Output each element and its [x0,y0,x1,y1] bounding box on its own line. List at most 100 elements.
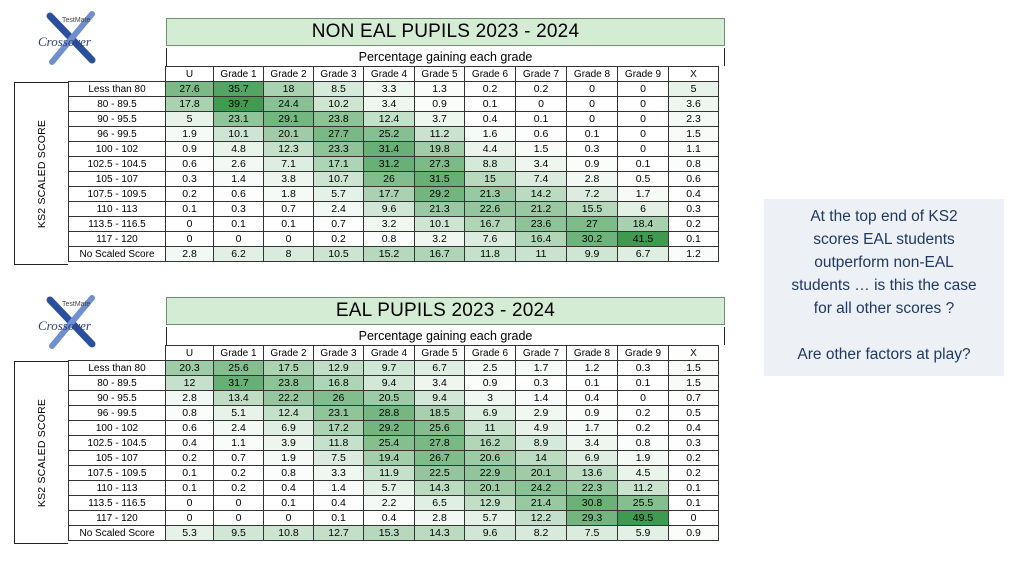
grade-cell: 18 [263,81,314,97]
grade-cell: 10.7 [313,171,364,187]
grade-cell: 0.3 [213,201,264,217]
column-header: Grade 1 [213,66,264,82]
non-eal-subtitle: Percentage gaining each grade [166,48,725,66]
grade-cell: 31.5 [414,171,465,187]
side-label-text: KS2 SCALED SCORE [35,398,48,507]
grade-cell: 0.4 [165,435,214,451]
non-eal-title: NON EAL PUPILS 2023 - 2024 [166,18,725,46]
grade-cell: 31.7 [213,375,264,391]
table-row: 107.5 - 109.5 0.2 0.6 1.8 5.7 17.7 29.2 21.3 14.… [68,186,719,202]
grade-cell: 8.5 [313,81,364,97]
row-label: 107.5 - 109.5 [68,465,166,481]
grade-cell: 18.5 [414,405,465,421]
column-header: Grade 4 [363,345,415,361]
grade-cell: 5.1 [213,405,264,421]
grade-cell: 0.1 [617,375,669,391]
grade-cell: 2.6 [213,156,264,172]
grade-cell: 26 [313,390,364,406]
grade-cell: 12.3 [263,141,314,157]
grade-cell: 25.6 [414,420,465,436]
grade-cell: 16.4 [515,231,567,247]
grade-cell: 29.2 [414,186,465,202]
grade-cell: 0.3 [515,375,567,391]
grade-cell: 17.1 [313,156,364,172]
grade-cell: 0.8 [165,405,214,421]
grade-cell: 21.3 [414,201,465,217]
table-row: 107.5 - 109.5 0.1 0.2 0.8 3.3 11.9 22.5 22.9 20.… [68,465,719,481]
grade-cell: 0 [668,510,719,526]
header-corner [68,66,166,82]
grade-cell: 3.4 [414,375,465,391]
grade-cell: 6.7 [414,360,465,376]
grade-cell: 3.4 [515,156,567,172]
row-label: 113.5 - 116.5 [68,495,166,511]
grade-cell: 2.8 [414,510,465,526]
grade-cell: 0.3 [668,435,719,451]
column-header: Grade 5 [414,66,465,82]
grade-cell: 1.4 [313,480,364,496]
grade-cell: 1.5 [668,126,719,142]
grade-cell: 0.2 [313,231,364,247]
grade-cell: 9.9 [566,246,618,262]
grade-cell: 2.5 [464,360,516,376]
grade-cell: 5 [165,111,214,127]
grade-cell: 2.8 [165,390,214,406]
commentary-line: outperform non-EAL [814,254,954,271]
grade-cell: 22.3 [566,480,618,496]
grade-cell: 17.7 [363,186,415,202]
grade-cell: 0.1 [668,480,719,496]
commentary-line: At the top end of KS2 [810,208,958,225]
crossover-logo-graphic: TestMate Crossover [38,11,96,65]
table-row: 100 - 102 0.6 2.4 6.9 17.2 29.2 25.6 11 4.9 1.7 0.… [68,420,719,436]
table-row: 102.5 - 104.5 0.6 2.6 7.1 17.1 31.2 27.3 8.8 3.4… [68,156,719,172]
grade-cell: 1.1 [668,141,719,157]
grade-cell: 11.2 [414,126,465,142]
grade-cell: 6.9 [464,405,516,421]
grade-cell: 6.9 [566,450,618,466]
grade-cell: 0.3 [668,201,719,217]
grade-cell: 0.1 [263,216,314,232]
row-label: 105 - 107 [68,450,166,466]
grade-cell: 15.2 [363,246,415,262]
grade-cell: 7.5 [313,450,364,466]
grade-cell: 2.8 [566,171,618,187]
grade-cell: 3.9 [263,435,314,451]
grade-cell: 1.8 [263,186,314,202]
grade-cell: 8.9 [515,435,567,451]
grade-cell: 7.5 [566,525,618,541]
grade-cell: 0.2 [617,420,669,436]
grade-cell: 14 [515,450,567,466]
grade-cell: 22.6 [464,201,516,217]
grade-cell: 10.5 [313,246,364,262]
row-label: 105 - 107 [68,171,166,187]
row-label: No Scaled Score [68,246,166,262]
grade-cell: 0.9 [464,375,516,391]
crossover-logo-graphic: TestMate Crossover [38,295,96,349]
grade-cell: 0 [263,510,314,526]
grade-cell: 23.3 [313,141,364,157]
column-header: Grade 2 [263,345,314,361]
grade-cell: 0 [515,96,567,112]
grade-cell: 5.3 [165,525,214,541]
grade-cell: 1.7 [617,186,669,202]
table-row: Less than 80 20.3 25.6 17.5 12.9 9.7 6.7 2.5 1.7… [68,360,719,376]
grade-cell: 20.5 [363,390,415,406]
grade-cell: 5.7 [464,510,516,526]
eal-grade-table: U Grade 1 Grade 2 Grade 3 Grade 4 Grade 5 Grad… [68,345,719,541]
grade-cell: 0.2 [464,81,516,97]
grade-cell: 0.7 [213,450,264,466]
column-header: Grade 7 [515,66,567,82]
grade-cell: 31.4 [363,141,415,157]
grade-cell: 0.4 [668,186,719,202]
commentary-line: students … is this the case [791,277,977,294]
grade-cell: 0.9 [165,141,214,157]
table-row: 117 - 120 0 0 0 0.2 0.8 3.2 7.6 16.4 30.2 41.5 0.1 [68,231,719,247]
column-header: Grade 9 [617,66,669,82]
logo-text: Crossover [38,318,92,333]
grade-cell: 5.7 [313,186,364,202]
grade-cell: 0.2 [165,186,214,202]
grade-cell: 0.5 [668,405,719,421]
grade-cell: 0.6 [213,186,264,202]
header-corner [68,345,166,361]
grade-cell: 1.2 [566,360,618,376]
